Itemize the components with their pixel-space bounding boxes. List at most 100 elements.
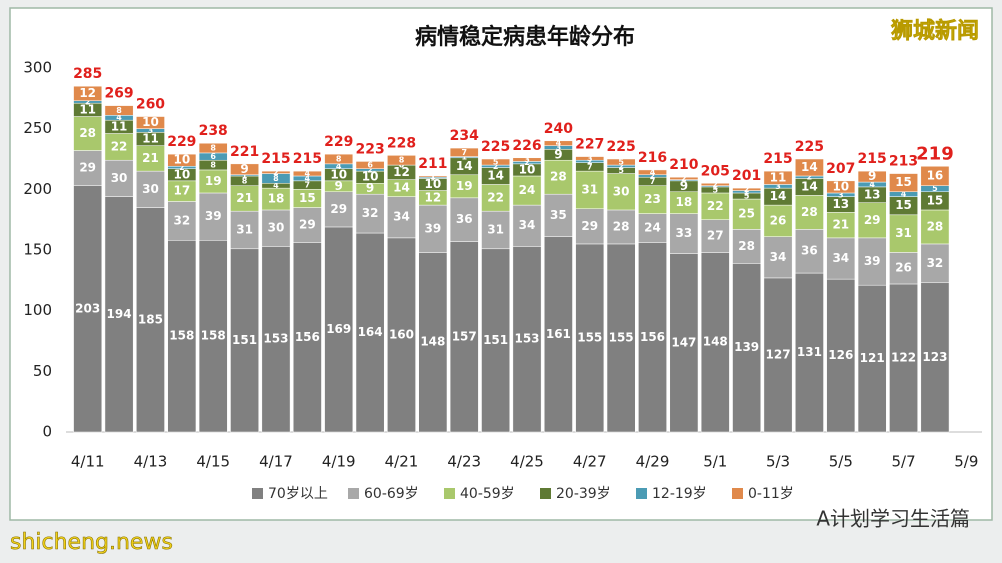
data-label: 34	[519, 218, 536, 232]
data-label: 9	[680, 179, 688, 193]
data-label: 15	[895, 175, 912, 189]
data-label: 4	[305, 169, 311, 178]
bar-segment	[512, 157, 542, 162]
bar-segment	[324, 153, 354, 165]
bar-segment	[795, 272, 824, 433]
bar-segment	[700, 252, 730, 433]
data-label: 15	[299, 191, 316, 205]
data-label: 27	[707, 229, 724, 243]
data-label: 34	[393, 210, 410, 224]
bar-segment	[292, 242, 322, 433]
legend-label: 60-69岁	[364, 486, 419, 502]
data-label: 153	[263, 332, 288, 346]
legend-label: 20-39岁	[556, 486, 611, 502]
data-label: 24	[644, 221, 661, 235]
bar-segment	[198, 240, 228, 433]
bar-segment	[920, 166, 950, 186]
total-label: 229	[167, 134, 196, 150]
bar-segment	[449, 147, 479, 157]
data-label: 122	[891, 350, 916, 364]
total-label: 234	[450, 128, 479, 144]
total-label: 238	[199, 123, 228, 139]
data-label: 156	[295, 330, 320, 344]
data-label: 3	[587, 154, 593, 163]
data-label: 11	[111, 119, 128, 133]
data-label: 9	[366, 181, 374, 195]
data-label: 31	[895, 226, 912, 240]
data-label: 161	[546, 327, 571, 341]
total-label: 207	[826, 161, 855, 177]
x-tick-label: 4/19	[322, 453, 356, 471]
data-label: 13	[832, 197, 849, 211]
x-tick-label: 4/25	[510, 453, 544, 471]
legend-swatch	[252, 488, 263, 499]
data-label: 5	[744, 192, 750, 201]
data-label: 8	[399, 156, 405, 165]
data-label: 28	[79, 126, 96, 140]
bar-segment	[449, 241, 479, 433]
total-label: 225	[607, 139, 636, 155]
total-label: 219	[916, 143, 954, 164]
total-label: 285	[73, 66, 102, 82]
total-label: 211	[418, 156, 447, 172]
data-label: 5	[712, 185, 718, 194]
bar-segment	[857, 170, 887, 183]
bar-segment	[418, 175, 448, 178]
data-label: 36	[456, 212, 473, 226]
total-label: 215	[261, 151, 290, 167]
data-label: 126	[828, 348, 853, 362]
data-label: 28	[613, 219, 630, 233]
data-label: 26	[770, 213, 787, 227]
bar-segment	[638, 213, 667, 243]
total-label: 215	[858, 151, 887, 167]
data-label: 2	[587, 157, 593, 166]
data-label: 8	[210, 144, 216, 153]
bar-segment	[136, 170, 165, 208]
data-label: 23	[644, 192, 661, 206]
legend-label: 70岁以上	[268, 486, 328, 502]
data-label: 2	[618, 162, 624, 171]
data-label: 7	[650, 177, 656, 186]
data-label: 139	[734, 340, 759, 354]
data-label: 8	[336, 155, 342, 164]
data-label: 3	[524, 155, 530, 164]
data-label: 8	[210, 161, 216, 170]
data-label: 3	[556, 143, 562, 152]
watermark: A计划学习生活篇	[816, 507, 970, 531]
data-label: 151	[483, 333, 508, 347]
bar-segment	[638, 169, 667, 176]
total-label: 225	[481, 139, 510, 155]
bar-segment	[387, 155, 416, 166]
x-tick-label: 5/7	[891, 453, 915, 471]
legend-swatch	[732, 488, 743, 499]
data-label: 4	[869, 180, 875, 189]
bar-segment	[387, 196, 416, 239]
bar-segment	[857, 202, 887, 239]
data-label: 3	[775, 182, 781, 191]
data-label: 148	[703, 335, 728, 349]
x-tick-label: 4/17	[259, 453, 293, 471]
data-label: 29	[864, 213, 881, 227]
bar-segment	[669, 213, 699, 254]
data-label: 2	[807, 173, 813, 182]
total-label: 228	[387, 135, 416, 151]
bar-segment	[324, 191, 354, 228]
data-label: 3	[838, 190, 844, 199]
data-label: 2	[273, 168, 279, 177]
x-tick-label: 5/5	[829, 453, 853, 471]
total-label: 213	[889, 154, 918, 170]
x-tick-label: 4/27	[573, 453, 607, 471]
data-label: 1	[461, 153, 467, 162]
data-label: 160	[389, 327, 414, 341]
data-label: 28	[801, 205, 818, 219]
data-label: 29	[330, 202, 347, 216]
bar-segment	[198, 142, 228, 154]
data-label: 151	[232, 333, 257, 347]
legend-swatch	[540, 488, 551, 499]
data-label: 5	[618, 158, 624, 167]
data-label: 11	[79, 102, 96, 116]
bar-segment	[355, 161, 385, 169]
data-label: 14	[487, 168, 504, 182]
